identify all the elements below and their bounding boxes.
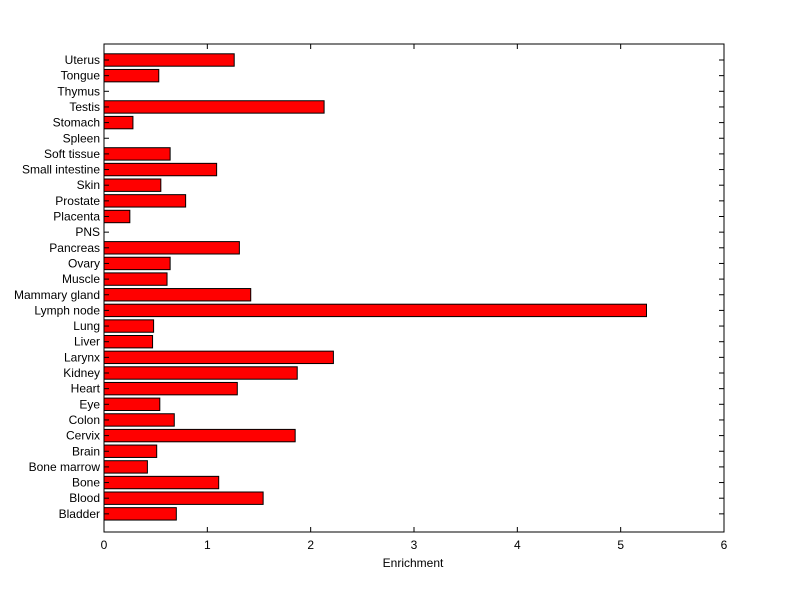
y-tick-label: Blood (69, 491, 100, 505)
bar (103, 507, 177, 521)
y-tick-label: Lymph node (34, 303, 100, 317)
bar (103, 178, 162, 192)
x-tick-label: 5 (617, 538, 624, 552)
y-tick-label: Brain (72, 444, 100, 458)
x-tick-label: 6 (721, 538, 728, 552)
bar (103, 162, 218, 177)
x-tick-label: 3 (411, 538, 418, 552)
bar (103, 272, 168, 286)
y-tick-label: Small intestine (22, 163, 100, 177)
x-tick-label: 0 (101, 538, 108, 552)
y-tick-label: Pancreas (49, 241, 100, 255)
bar (103, 381, 238, 396)
y-tick-label: Bladder (59, 507, 100, 521)
bar (103, 288, 252, 302)
bar (103, 319, 155, 333)
y-tick-label: Eye (79, 397, 100, 411)
y-tick-label: Colon (69, 413, 100, 427)
y-tick-label: Muscle (62, 272, 100, 286)
bar (103, 460, 148, 474)
bar (103, 100, 325, 114)
bar (103, 335, 154, 349)
x-tick-label: 1 (204, 538, 211, 552)
y-tick-label: Bone (72, 476, 100, 490)
y-tick-label: Placenta (53, 210, 100, 224)
y-tick-label: Spleen (63, 131, 100, 145)
y-tick-label: Larynx (64, 350, 100, 364)
y-tick-label: Soft tissue (44, 147, 100, 161)
bar (103, 147, 171, 161)
bar (103, 256, 171, 271)
bar (103, 53, 235, 67)
bar (103, 428, 296, 443)
bar (103, 366, 298, 380)
bar (103, 241, 240, 255)
bar (103, 194, 187, 208)
bar (103, 475, 220, 490)
y-tick-label: Tongue (61, 69, 101, 83)
y-tick-label: Heart (71, 382, 101, 396)
y-tick-label: Cervix (66, 429, 100, 443)
y-tick-label: Ovary (68, 256, 100, 270)
bar (103, 303, 647, 318)
x-tick-label: 2 (307, 538, 314, 552)
y-tick-label: Kidney (63, 366, 100, 380)
bar (103, 68, 160, 83)
bar (103, 444, 158, 458)
y-tick-label: Lung (73, 319, 100, 333)
y-tick-label: PNS (75, 225, 100, 239)
plot-area (103, 43, 725, 533)
bar (103, 350, 334, 365)
y-tick-label: Stomach (53, 116, 100, 130)
y-tick-label: Liver (74, 335, 100, 349)
x-axis-label: Enrichment (383, 556, 444, 570)
y-tick-label: Skin (77, 178, 100, 192)
y-tick-label: Prostate (55, 194, 100, 208)
bar (103, 397, 161, 412)
y-tick-label: Bone marrow (29, 460, 101, 474)
bar (103, 413, 175, 427)
bar (103, 491, 264, 505)
y-tick-label: Uterus (65, 53, 100, 67)
y-tick-label: Testis (69, 100, 100, 114)
x-axis: 0 1 2 3 4 5 6 (101, 44, 728, 552)
x-tick-label: 4 (514, 538, 521, 552)
y-tick-label: Mammary gland (14, 288, 100, 302)
y-tick-label: Thymus (57, 84, 100, 98)
